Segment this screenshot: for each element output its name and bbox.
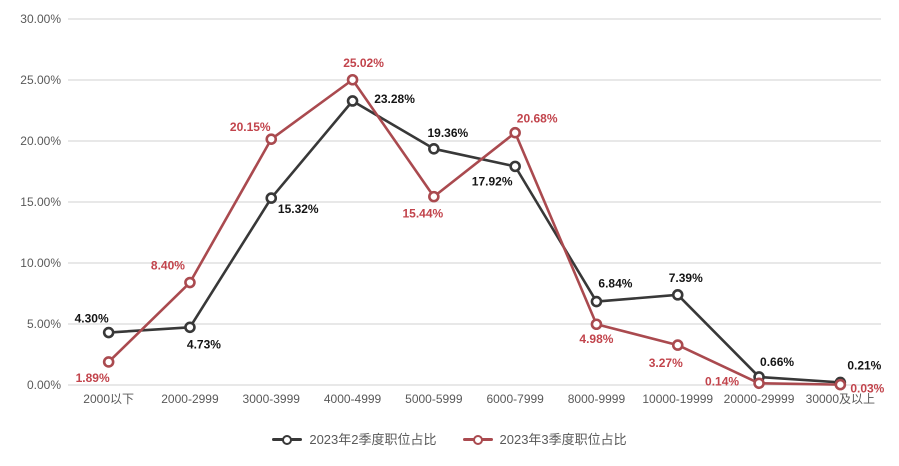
data-point-marker — [590, 295, 603, 308]
data-point-marker — [509, 126, 521, 139]
legend-label: 2023年2季度职位占比 — [309, 432, 437, 447]
data-point-label: 20.68% — [517, 112, 558, 126]
x-axis-category-label: 2000-2999 — [161, 392, 219, 406]
y-axis-tick-label: 5.00% — [27, 317, 61, 331]
x-axis-category-label: 10000-19999 — [642, 392, 713, 406]
legend-item-2023-q3: 2023年3季度职位占比 — [462, 432, 627, 447]
x-axis-category-label: 6000-7999 — [486, 392, 544, 406]
data-point-marker — [671, 289, 684, 301]
data-point-label: 23.28% — [374, 92, 415, 106]
x-axis-category-label: 4000-4999 — [324, 392, 382, 406]
legend-dot-swatch — [472, 434, 483, 445]
data-point-label: 15.32% — [278, 202, 319, 216]
legend-marker-icon — [272, 434, 303, 446]
legend-label: 2023年3季度职位占比 — [499, 432, 627, 447]
data-point-marker — [346, 95, 359, 107]
data-point-label: 4.30% — [75, 312, 109, 326]
data-point-marker — [184, 321, 196, 334]
x-axis-category-label: 5000-5999 — [405, 392, 463, 406]
data-point-label: 0.21% — [847, 358, 881, 372]
data-point-label: 0.03% — [850, 382, 884, 396]
data-point-marker — [184, 276, 196, 289]
x-axis-category-label: 2000以下 — [83, 392, 134, 406]
data-point-marker — [834, 378, 847, 391]
data-point-marker — [265, 192, 278, 204]
x-axis-category-label: 20000-29999 — [724, 392, 795, 406]
data-point-marker — [102, 326, 115, 339]
x-axis-category-label: 30000及以上 — [806, 392, 875, 406]
y-axis-tick-label: 30.00% — [20, 12, 61, 26]
data-point-marker — [265, 133, 278, 145]
x-axis-category-label: 3000-3999 — [243, 392, 301, 406]
data-point-label: 4.73% — [187, 337, 221, 351]
data-point-marker — [590, 318, 603, 331]
y-axis-tick-label: 20.00% — [20, 134, 61, 148]
data-point-label: 19.36% — [427, 126, 468, 140]
y-axis-tick-label: 25.00% — [20, 73, 61, 87]
data-point-marker — [753, 377, 765, 390]
y-axis-tick-label: 10.00% — [20, 256, 61, 270]
data-point-label: 15.44% — [402, 207, 443, 221]
legend-dot-swatch — [282, 434, 293, 445]
data-point-marker — [671, 339, 684, 351]
x-axis-category-label: 8000-9999 — [568, 392, 626, 406]
data-point-marker — [428, 143, 440, 155]
data-point-label: 17.92% — [472, 174, 513, 188]
data-point-label: 0.14% — [705, 374, 739, 388]
legend: 2023年2季度职位占比 2023年3季度职位占比 — [0, 433, 899, 446]
data-point-label: 8.40% — [151, 259, 185, 273]
y-axis-tick-label: 15.00% — [20, 195, 61, 209]
data-point-label: 25.02% — [343, 56, 384, 70]
y-axis-tick-label: 0.00% — [27, 378, 61, 392]
data-point-label: 20.15% — [230, 120, 271, 134]
data-point-marker — [102, 356, 115, 368]
legend-marker-icon — [462, 434, 493, 446]
data-point-label: 7.39% — [669, 271, 703, 285]
data-point-marker — [346, 73, 359, 86]
legend-item-2023-q2: 2023年2季度职位占比 — [272, 432, 437, 447]
data-point-label: 0.66% — [760, 355, 794, 369]
data-point-label: 6.84% — [598, 277, 632, 291]
data-point-marker — [509, 160, 521, 173]
data-point-label: 3.27% — [649, 356, 683, 370]
data-point-marker — [428, 190, 440, 203]
series-line — [107, 99, 842, 384]
data-point-label: 1.89% — [76, 371, 110, 385]
series-line — [107, 78, 842, 386]
data-point-label: 4.98% — [579, 332, 613, 346]
